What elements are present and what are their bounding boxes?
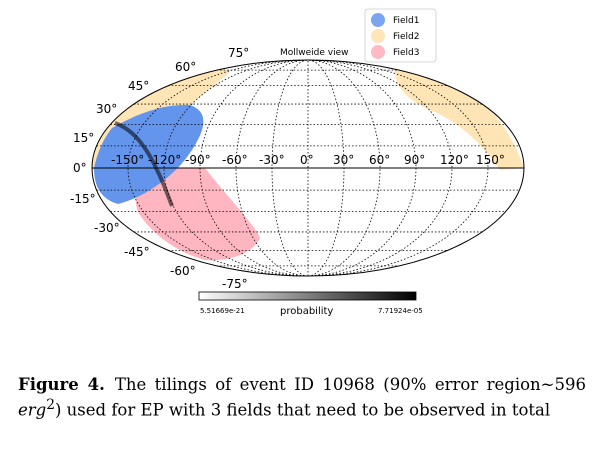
meridian-line [127,60,309,276]
sky-content [92,64,524,261]
caption-text-start: The tilings of event ID 10968 (90% error… [114,375,586,394]
lat-label-45: 45° [128,79,149,93]
lat-label-minus-45: -45° [124,245,150,259]
meridian-line [307,60,489,276]
lat-label-60: 60° [175,60,196,74]
legend-marker-field3 [371,45,385,59]
lat-label-minus-15: -15° [70,192,96,206]
figure-caption: Figure 4. The tilings of event ID 10968 (… [18,374,586,421]
lon-label-minus-90: -90° [185,153,211,167]
lat-label-30: 30° [96,102,117,116]
lat-label-minus-60: -60° [170,264,196,278]
legend-marker-field2 [371,29,385,43]
lon-label-minus-60: -60° [222,153,248,167]
caption-text-end: ) used for EP with 3 fields that need to… [54,400,551,420]
lon-label-0: 0° [300,153,314,167]
meridian-line [307,60,417,276]
legend-marker-field1 [371,13,385,27]
lon-label-150: 150° [476,153,505,167]
colorbar-max-label: 7.71924e-05 [378,307,423,315]
lon-label-30: 30° [333,153,354,167]
plot-title: Mollweide view [280,48,349,58]
lon-label-minus-30: -30° [259,153,285,167]
colorbar: 5.51669e-21 probability 7.71924e-05 [198,291,423,317]
lat-label-minus-75: -75° [222,277,248,291]
lon-label-minus-120: -120° [148,153,181,167]
colorbar-min-label: 5.51669e-21 [200,307,245,315]
meridian-line [199,60,309,276]
mollweide-plot: Mollweide view 75° 60° 45° 30° 15° 0° -1… [70,8,525,317]
lat-label-75: 75° [228,46,249,60]
lon-label-60: 60° [369,153,390,167]
caption-unit-exponent: 2 [46,397,55,413]
caption-unit: erg [18,400,47,420]
colorbar-label: probability [280,306,333,317]
field2-region-right [395,64,524,170]
legend-label-field2: Field2 [393,32,420,42]
figure-number: Figure 4. [18,375,105,394]
lon-label-120: 120° [440,153,469,167]
lon-label-90: 90° [404,153,425,167]
legend-label-field1: Field1 [393,16,420,26]
colorbar-gradient [198,291,417,301]
lat-label-minus-30: -30° [94,221,120,235]
lat-label-15: 15° [73,131,94,145]
legend: Field1 Field2 Field3 [364,8,437,63]
legend-label-field3: Field3 [393,48,420,58]
skymap-figure: Mollweide view 75° 60° 45° 30° 15° 0° -1… [70,8,525,317]
lat-label-0: 0° [73,161,87,175]
probability-streak [114,121,174,207]
lon-label-minus-150: -150° [111,153,144,167]
